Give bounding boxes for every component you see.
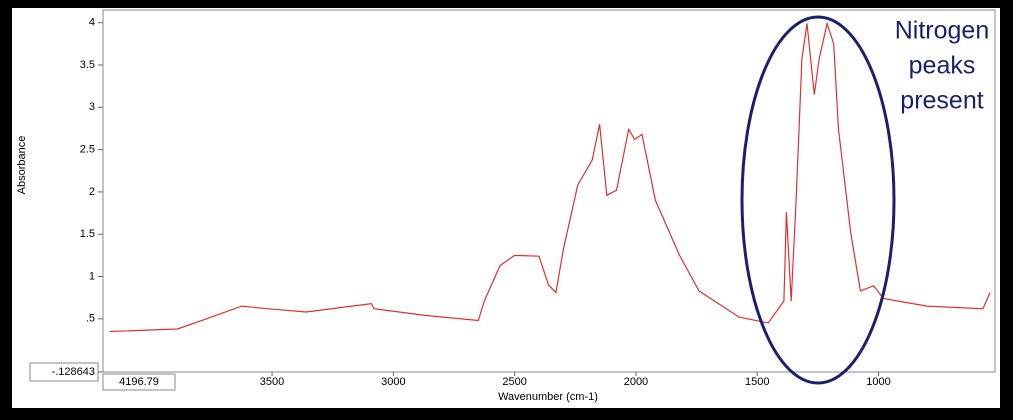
annotation: peaks — [909, 52, 976, 80]
spectrum-line — [109, 21, 991, 333]
x-axis-label: Wavenumber (cm-1) — [498, 391, 598, 403]
panel — [12, 8, 1000, 408]
x-min-box — [102, 373, 176, 391]
x-tick-label: 2500 — [502, 376, 526, 388]
highlight-ellipse — [740, 15, 896, 385]
y-tick-label: 1.5 — [80, 228, 95, 240]
y-tick-label: 4 — [89, 17, 95, 29]
y-tick-label: 3.5 — [80, 59, 95, 71]
annotation: Nitrogen — [895, 17, 990, 45]
y-tick-label: -.128643 — [52, 366, 95, 378]
y-tick-label: 2 — [89, 186, 95, 198]
x-tick-label: 3000 — [381, 376, 405, 388]
y-tick-label: .5 — [86, 313, 95, 325]
y-tick-label: 1 — [89, 270, 95, 282]
y-tick-label: 2.5 — [80, 144, 95, 156]
x-tick-label: 4196.79 — [119, 376, 159, 388]
x-tick-label: 3500 — [260, 376, 284, 388]
x-tick-label: 1500 — [745, 376, 769, 388]
x-tick-label: 2000 — [624, 376, 648, 388]
plot-area — [102, 9, 996, 373]
x-tick-label: 1000 — [866, 376, 890, 388]
annotation: present — [900, 87, 983, 115]
y-axis-label: Absorbance — [16, 136, 28, 195]
y-tick-label: 3 — [89, 101, 95, 113]
